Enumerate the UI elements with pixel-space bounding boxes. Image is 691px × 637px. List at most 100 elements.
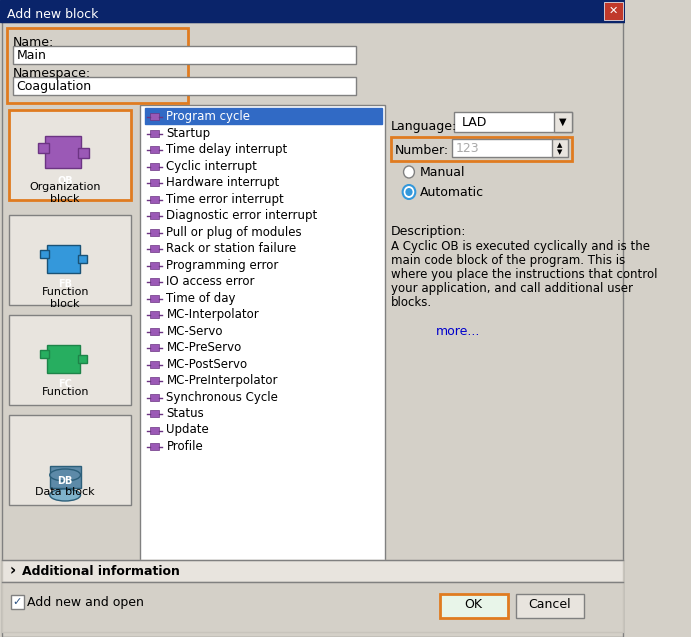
Text: Add new and open: Add new and open bbox=[27, 596, 144, 609]
Text: Organization: Organization bbox=[30, 182, 101, 192]
Text: Language:: Language: bbox=[391, 120, 457, 133]
Circle shape bbox=[404, 166, 415, 178]
Circle shape bbox=[403, 185, 415, 199]
Bar bbox=[150, 147, 159, 154]
Text: Main: Main bbox=[17, 49, 46, 62]
Text: block: block bbox=[50, 194, 80, 204]
Bar bbox=[453, 139, 553, 157]
Text: MC-PostServo: MC-PostServo bbox=[167, 357, 247, 371]
Text: more...: more... bbox=[436, 325, 480, 338]
Text: FC: FC bbox=[58, 379, 72, 389]
Bar bbox=[150, 278, 159, 285]
Text: where you place the instructions that control: where you place the instructions that co… bbox=[391, 268, 657, 281]
Bar bbox=[40, 250, 49, 258]
Bar bbox=[145, 108, 382, 124]
Bar bbox=[150, 394, 159, 401]
Bar bbox=[7, 28, 188, 103]
Text: MC-PreInterpolator: MC-PreInterpolator bbox=[167, 374, 278, 387]
Bar bbox=[150, 262, 159, 269]
Text: ▼: ▼ bbox=[558, 149, 562, 155]
Bar bbox=[45, 136, 82, 168]
Bar bbox=[38, 143, 49, 153]
Bar bbox=[150, 410, 159, 417]
Text: ›: › bbox=[10, 564, 16, 578]
Text: Profile: Profile bbox=[167, 440, 203, 453]
Bar bbox=[9, 415, 131, 505]
Text: Data block: Data block bbox=[35, 487, 95, 497]
Bar bbox=[391, 137, 572, 161]
Bar bbox=[150, 229, 159, 236]
Text: OK: OK bbox=[464, 598, 482, 611]
Bar bbox=[78, 255, 87, 263]
Text: Startup: Startup bbox=[167, 127, 211, 140]
Bar bbox=[439, 594, 508, 618]
Bar bbox=[12, 77, 357, 95]
Bar bbox=[47, 245, 79, 273]
Bar bbox=[9, 315, 131, 405]
Text: FB: FB bbox=[58, 279, 72, 289]
Text: 123: 123 bbox=[456, 142, 480, 155]
Bar bbox=[150, 245, 159, 252]
Text: Coagulation: Coagulation bbox=[17, 80, 91, 93]
Bar bbox=[150, 427, 159, 434]
Text: OB: OB bbox=[57, 176, 73, 186]
Bar bbox=[78, 148, 88, 158]
Bar bbox=[0, 0, 625, 22]
Text: Description:: Description: bbox=[391, 225, 466, 238]
Bar bbox=[47, 345, 79, 373]
Text: Additional information: Additional information bbox=[21, 565, 180, 578]
Text: Time of day: Time of day bbox=[167, 292, 236, 304]
Text: Rack or station failure: Rack or station failure bbox=[167, 242, 296, 255]
Bar bbox=[9, 110, 131, 200]
Bar bbox=[552, 139, 568, 157]
Text: Time error interrupt: Time error interrupt bbox=[167, 192, 284, 206]
Bar bbox=[12, 46, 357, 64]
Text: Automatic: Automatic bbox=[420, 186, 484, 199]
Text: Number:: Number: bbox=[395, 144, 448, 157]
Bar bbox=[150, 295, 159, 302]
Text: Programming error: Programming error bbox=[167, 259, 279, 271]
Text: ✓: ✓ bbox=[12, 597, 22, 607]
Bar bbox=[2, 582, 623, 632]
Text: Manual: Manual bbox=[420, 166, 465, 179]
Circle shape bbox=[406, 188, 413, 196]
Bar bbox=[150, 179, 159, 186]
Text: ✕: ✕ bbox=[609, 6, 618, 16]
Text: IO access error: IO access error bbox=[167, 275, 255, 288]
Text: ▲: ▲ bbox=[558, 142, 562, 148]
Bar bbox=[150, 311, 159, 318]
Bar bbox=[553, 112, 572, 132]
Text: ▼: ▼ bbox=[559, 117, 567, 127]
Bar bbox=[150, 361, 159, 368]
Bar bbox=[150, 443, 159, 450]
Bar bbox=[9, 215, 131, 305]
Text: Update: Update bbox=[167, 424, 209, 436]
Text: main code block of the program. This is: main code block of the program. This is bbox=[391, 254, 625, 267]
Bar bbox=[150, 162, 159, 169]
Bar bbox=[78, 355, 87, 363]
Bar bbox=[2, 560, 623, 582]
Text: Name:: Name: bbox=[12, 36, 54, 49]
Text: Time delay interrupt: Time delay interrupt bbox=[167, 143, 287, 156]
Bar bbox=[140, 105, 385, 565]
Bar bbox=[605, 2, 623, 20]
Text: A Cyclic OB is executed cyclically and is the: A Cyclic OB is executed cyclically and i… bbox=[391, 240, 650, 253]
Text: block: block bbox=[50, 299, 80, 309]
Text: Hardware interrupt: Hardware interrupt bbox=[167, 176, 280, 189]
Text: Program cycle: Program cycle bbox=[167, 110, 250, 123]
Ellipse shape bbox=[50, 469, 81, 481]
Text: DB: DB bbox=[57, 476, 73, 486]
Bar bbox=[150, 377, 159, 384]
Text: LAD: LAD bbox=[462, 116, 487, 129]
Bar bbox=[150, 196, 159, 203]
Text: Namespace:: Namespace: bbox=[12, 67, 91, 80]
Text: Cancel: Cancel bbox=[528, 598, 571, 611]
Text: Add new block: Add new block bbox=[7, 8, 99, 20]
Text: Synchronous Cycle: Synchronous Cycle bbox=[167, 390, 278, 403]
Bar bbox=[515, 594, 584, 618]
Bar bbox=[50, 466, 81, 488]
Bar bbox=[150, 130, 159, 137]
Text: MC-Interpolator: MC-Interpolator bbox=[167, 308, 259, 321]
Text: MC-PreServo: MC-PreServo bbox=[167, 341, 242, 354]
Text: Status: Status bbox=[167, 407, 205, 420]
